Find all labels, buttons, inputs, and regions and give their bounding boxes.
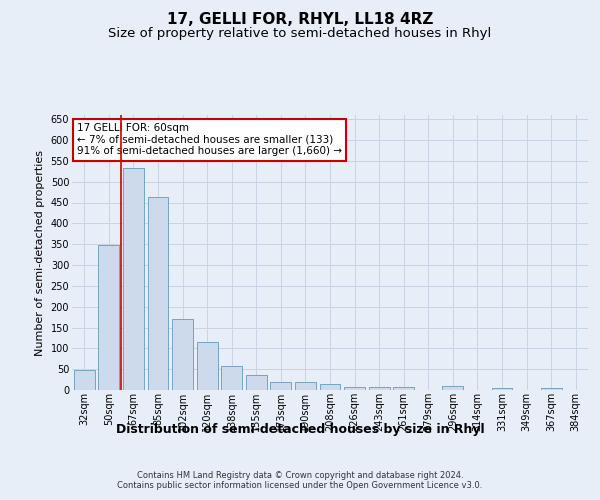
Bar [197,342,218,390]
Bar [393,387,414,390]
Text: 17, GELLI FOR, RHYL, LL18 4RZ: 17, GELLI FOR, RHYL, LL18 4RZ [167,12,433,28]
Bar [172,319,193,390]
Bar [344,386,365,390]
Bar [221,366,242,390]
Bar [148,197,169,390]
Bar [123,168,144,390]
Bar [368,386,389,390]
Bar [320,384,340,390]
Text: Distribution of semi-detached houses by size in Rhyl: Distribution of semi-detached houses by … [116,422,484,436]
Bar [442,386,463,390]
Text: 17 GELLI FOR: 60sqm
← 7% of semi-detached houses are smaller (133)
91% of semi-d: 17 GELLI FOR: 60sqm ← 7% of semi-detache… [77,123,342,156]
Bar [74,370,95,390]
Y-axis label: Number of semi-detached properties: Number of semi-detached properties [35,150,45,356]
Text: Size of property relative to semi-detached houses in Rhyl: Size of property relative to semi-detach… [109,28,491,40]
Text: Contains HM Land Registry data © Crown copyright and database right 2024.
Contai: Contains HM Land Registry data © Crown c… [118,470,482,490]
Bar [295,382,316,390]
Bar [541,388,562,390]
Bar [246,376,267,390]
Bar [491,388,512,390]
Bar [98,246,119,390]
Bar [271,382,292,390]
